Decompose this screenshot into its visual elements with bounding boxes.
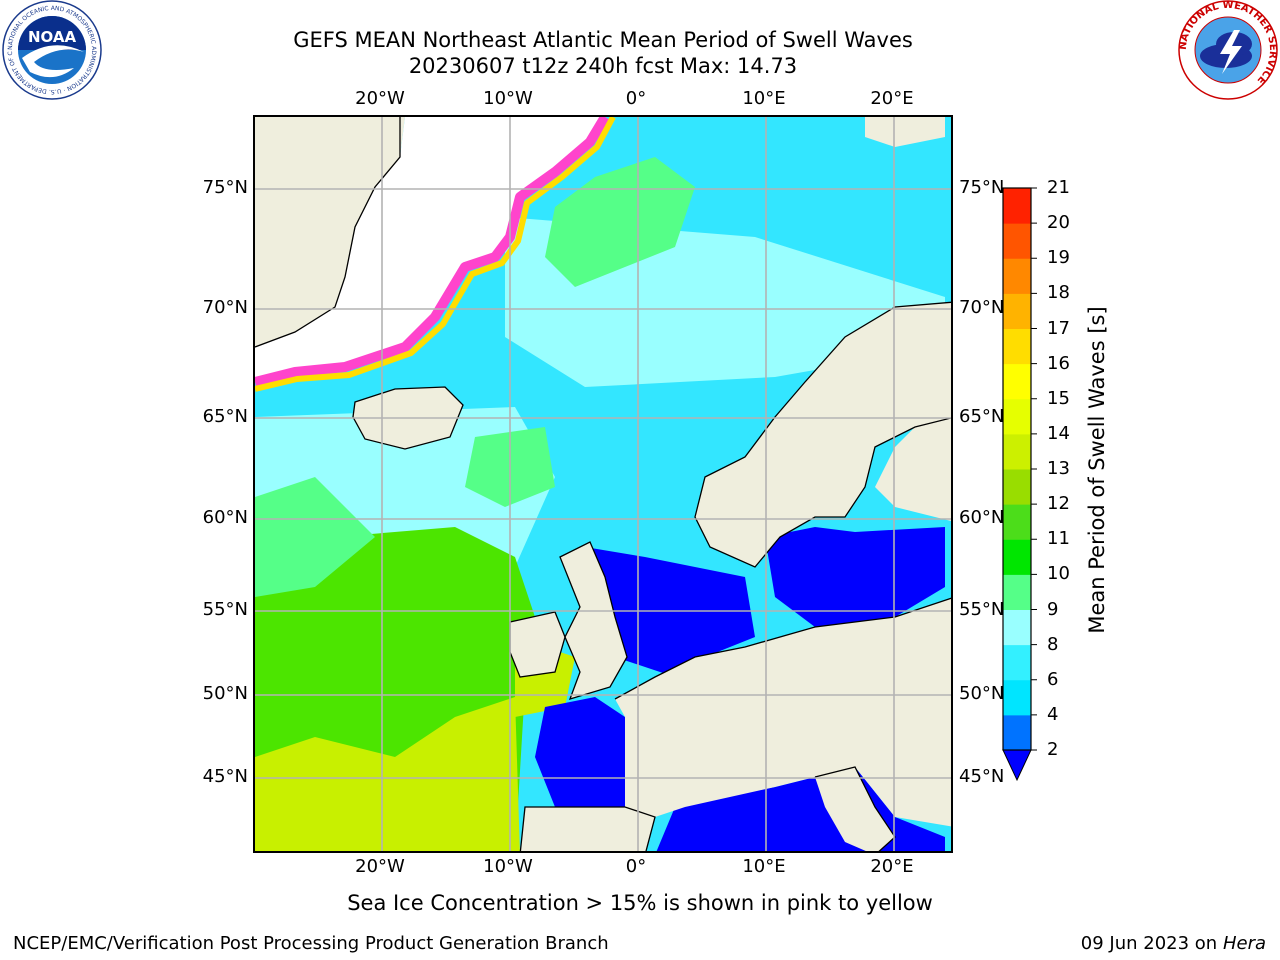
colorbar-tick-label-8: 8 (1047, 633, 1059, 655)
britain-land (560, 542, 627, 699)
map-canvas (255, 117, 951, 851)
colorbar-band-20 (1003, 188, 1031, 224)
lat-tick-right-45n: 45°N (959, 766, 1005, 787)
colorbar-tick-label-14: 14 (1047, 422, 1070, 444)
britain-coast (559, 541, 628, 700)
italy-coast (814, 766, 896, 851)
lat-tick-right-65n: 65°N (959, 406, 1005, 427)
colorbar-tick-label-15: 15 (1047, 387, 1070, 409)
colorbar-under-arrow (1002, 749, 1032, 782)
scandinavia-land (695, 302, 951, 567)
swell-zone-10s-west (255, 477, 375, 597)
lon-tick-bottom-0: 0° (625, 856, 647, 877)
colorbar-tick-label-17: 17 (1047, 317, 1070, 339)
chart-title: GEFS MEAN Northeast Atlantic Mean Period… (293, 28, 913, 52)
colorbar-band-11 (1003, 504, 1031, 540)
lon-tick-bottom-10e: 10°E (742, 856, 786, 877)
colorbar-tick-label-6: 6 (1047, 668, 1059, 690)
europe-coast (614, 597, 951, 700)
sea-ice-edge (255, 117, 610, 387)
lon-tick-top-10e: 10°E (742, 88, 786, 109)
sea-ice-edge-outer (255, 117, 616, 392)
colorbar-tick-label-21: 21 (1047, 177, 1070, 198)
lon-tick-top-20w: 20°W (355, 88, 405, 109)
lon-tick-bottom-20e: 20°E (870, 856, 914, 877)
lat-tick-left-55n: 55°N (202, 599, 248, 620)
colorbar-band-6 (1003, 644, 1031, 681)
baltic-sea-sheltered (765, 527, 945, 627)
colorbar-tick-label-19: 19 (1047, 247, 1070, 269)
continental-europe-land (576, 598, 951, 851)
lon-tick-bottom-20w: 20°W (355, 856, 405, 877)
colorbar-band-15 (1003, 363, 1031, 400)
lat-tick-right-70n: 70°N (959, 297, 1005, 318)
colorbar-tick-label-12: 12 (1047, 493, 1070, 515)
lat-tick-left-50n: 50°N (202, 683, 248, 704)
colorbar-band-12 (1003, 469, 1031, 505)
colorbar-band-2 (1003, 714, 1031, 751)
lat-tick-left-70n: 70°N (202, 297, 248, 318)
noaa-logo-text: NOAA (28, 28, 77, 46)
map-area (253, 115, 953, 853)
footer-date: 09 Jun 2023 on Hera (1081, 933, 1266, 954)
lat-tick-right-75n: 75°N (959, 177, 1005, 198)
colorbar-tick-label-4: 4 (1047, 703, 1059, 725)
colorbar-tick-label-10: 10 (1047, 563, 1070, 585)
colorbar (1002, 187, 1037, 782)
lon-tick-top-10w: 10°W (483, 88, 533, 109)
biscay-sheltered (535, 697, 625, 807)
colorbar-band-8 (1003, 609, 1031, 646)
lon-tick-top-20e: 20°E (870, 88, 914, 109)
colorbar-band-16 (1003, 328, 1031, 365)
lat-tick-right-50n: 50°N (959, 683, 1005, 704)
colorbar-tick-label-9: 9 (1047, 598, 1059, 620)
footer-date-text: 09 Jun 2023 on (1080, 933, 1218, 954)
italy-land (815, 767, 895, 851)
swell-zone-13s (255, 697, 520, 851)
colorbar-band-14 (1003, 398, 1031, 435)
colorbar-band-13 (1003, 433, 1031, 470)
north-sea-sheltered (585, 547, 755, 677)
colorbar-band-10 (1003, 539, 1031, 575)
graticule (255, 117, 951, 851)
sea-ice-region (255, 117, 605, 382)
footer-host: Hera (1222, 933, 1266, 954)
colorbar-tick-label-2: 2 (1047, 739, 1059, 760)
lat-tick-left-75n: 75°N (202, 177, 248, 198)
colorbar-band-9 (1003, 574, 1031, 610)
iceland-coast (352, 386, 464, 450)
footer-credit: NCEP/EMC/Verification Post Processing Pr… (13, 933, 609, 954)
sea-ice-note: Sea Ice Concentration > 15% is shown in … (347, 891, 933, 915)
svalbard-land (865, 117, 945, 147)
ireland-land (510, 612, 565, 677)
colorbar-tick-label-13: 13 (1047, 458, 1070, 479)
lon-tick-bottom-10w: 10°W (483, 856, 533, 877)
colorbar-band-4 (1003, 679, 1031, 716)
noaa-logo: NOAA NATIONAL OCEANIC AND ATMOSPHERIC AD… (0, 0, 102, 100)
scandinavia-coast (694, 301, 951, 568)
colorbar-band-18 (1003, 258, 1031, 294)
colorbar-tick-label-11: 11 (1047, 528, 1070, 550)
lat-tick-left-60n: 60°N (202, 507, 248, 528)
colorbar-tick-label-16: 16 (1047, 352, 1070, 374)
greenland-land (255, 117, 405, 347)
colorbar-tick-label-18: 18 (1047, 282, 1070, 304)
nws-logo: NATIONAL WEATHER SERVICE (1178, 0, 1278, 100)
lon-tick-top-0: 0° (625, 88, 647, 109)
chart-subtitle: 20230607 t12z 240h fcst Max: 14.73 (408, 54, 798, 78)
lat-tick-right-55n: 55°N (959, 599, 1005, 620)
colorbar-band-19 (1003, 223, 1031, 259)
colorbar-label: Mean Period of Swell Waves [s] (1085, 306, 1109, 634)
lat-tick-left-65n: 65°N (202, 406, 248, 427)
iberia-coast (519, 806, 656, 851)
colorbar-tick-label-20: 20 (1047, 212, 1070, 234)
lat-tick-left-45n: 45°N (202, 766, 248, 787)
greenland-coast (255, 117, 401, 348)
iberia-land (520, 807, 655, 851)
colorbar-band-17 (1003, 293, 1031, 329)
lat-tick-right-60n: 60°N (959, 507, 1005, 528)
